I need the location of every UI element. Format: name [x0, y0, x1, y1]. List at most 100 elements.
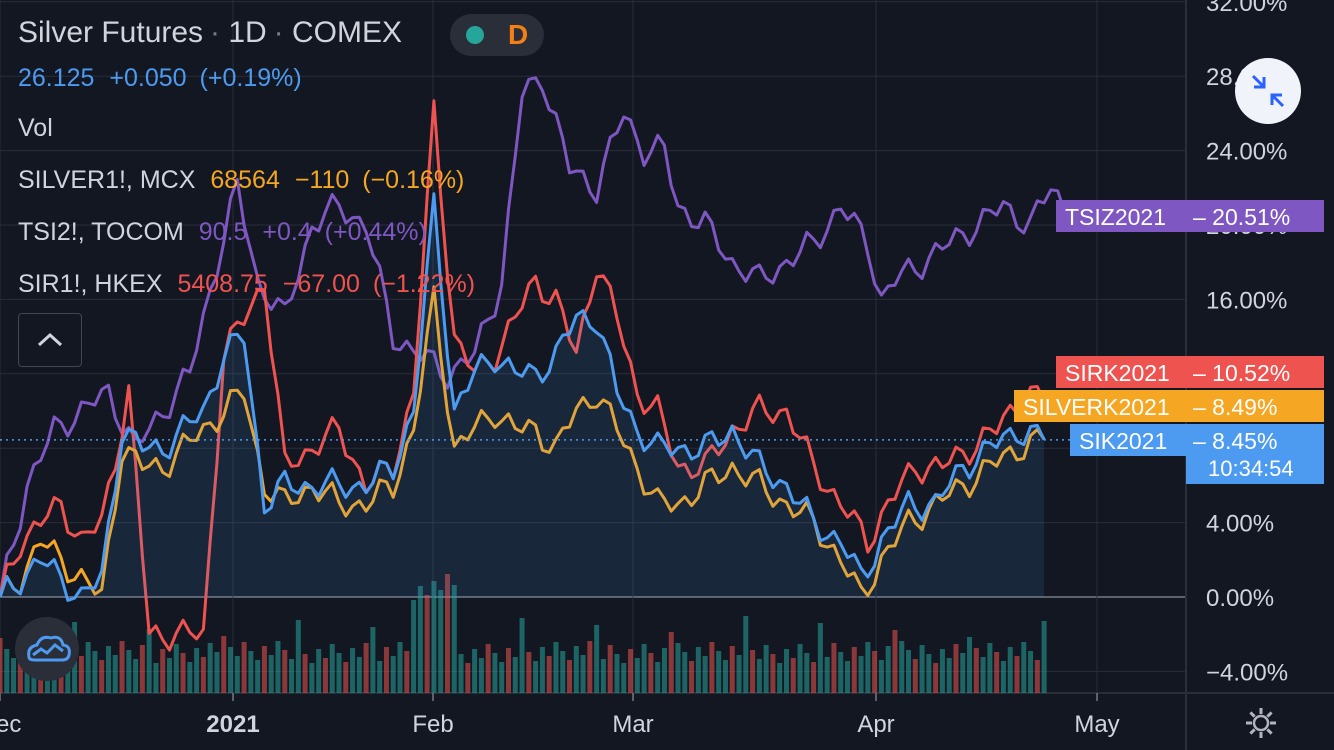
volume-bar — [126, 650, 132, 693]
series-line-silverk2021 — [0, 285, 1046, 598]
volume-bar — [824, 657, 830, 693]
volume-bar — [675, 643, 681, 693]
volume-bar — [478, 658, 484, 693]
volume-bar — [899, 641, 905, 693]
collapse-legend-button[interactable] — [18, 313, 82, 367]
volume-bar — [763, 645, 769, 693]
volume-bar — [465, 663, 471, 693]
series-value-tag — [1186, 356, 1324, 388]
volume-bar — [438, 590, 444, 693]
volume-bar — [99, 660, 105, 693]
market-open-dot-icon — [466, 26, 484, 44]
volume-bar — [356, 657, 362, 693]
volume-bar — [811, 662, 817, 693]
volume-bar — [146, 629, 152, 693]
volume-bar — [567, 660, 573, 693]
volume-bar — [289, 659, 295, 693]
series-value-tag — [1186, 200, 1324, 232]
volume-bar — [573, 646, 579, 693]
volume-bar — [614, 654, 620, 693]
price-change: +0.050 — [109, 64, 187, 92]
volume-bar — [560, 651, 566, 693]
series-value-label: – 8.45% — [1193, 428, 1277, 454]
volume-bar — [628, 649, 634, 693]
volume-bar — [512, 657, 518, 693]
market-status-badge[interactable]: D — [450, 14, 544, 56]
volume-bar — [444, 574, 450, 693]
volume-bar — [648, 653, 654, 693]
volume-legend[interactable]: Vol — [18, 114, 53, 142]
volume-bar — [472, 649, 478, 693]
volume-bar — [1034, 660, 1040, 693]
volume-bar — [722, 660, 728, 693]
series-name-tag — [1014, 390, 1186, 422]
volume-bar — [858, 656, 864, 693]
compare-legend-silver1[interactable]: SILVER1!, MCX 68564 −110 (−0.16%) — [18, 166, 465, 194]
series-name-label: SIK2021 — [1079, 428, 1167, 454]
volume-bar — [641, 644, 647, 693]
y-tick-label: −4.00% — [1206, 659, 1288, 686]
volume-bar — [655, 662, 661, 693]
tradingview-logo-button[interactable] — [15, 617, 79, 681]
volume-bar — [78, 656, 84, 693]
volume-bar — [926, 654, 932, 693]
x-tick-label: Mar — [612, 711, 653, 738]
volume-bar — [316, 649, 322, 693]
volume-bar — [987, 643, 993, 693]
main-series-area — [0, 193, 1045, 601]
volume-bar — [919, 645, 925, 693]
series-value-tag — [1186, 424, 1324, 484]
volume-bar — [777, 663, 783, 693]
volume-bar — [492, 653, 498, 693]
volume-bar — [668, 632, 674, 693]
series-name-tag — [1056, 356, 1186, 388]
volume-bar — [241, 642, 247, 693]
x-tick-label: Feb — [412, 711, 453, 738]
volume-bar — [350, 648, 356, 693]
time-axis[interactable]: Dec 2021 Feb Mar Apr May — [0, 693, 1120, 738]
volume-bar — [600, 659, 606, 693]
tradingview-cloud-icon — [27, 635, 71, 662]
exit-fullscreen-button[interactable] — [1235, 58, 1301, 124]
interval-label: 1D — [228, 16, 267, 49]
volume-bar — [133, 659, 139, 693]
volume-bar — [309, 663, 315, 693]
volume-bar — [634, 658, 640, 693]
volume-bar — [404, 651, 410, 693]
series-value-label: – 20.51% — [1193, 204, 1290, 230]
volume-bar — [1028, 651, 1034, 693]
volume-bar — [343, 662, 349, 693]
y-tick-label: 24.00% — [1206, 139, 1287, 166]
volume-bar — [1021, 642, 1027, 693]
volume-bar — [0, 638, 3, 693]
y-tick-label: 0.00% — [1206, 585, 1274, 612]
volume-bar — [458, 654, 464, 693]
compare-legend-sir1[interactable]: SIR1!, HKEX 5408.75 −67.00 (−1.22%) — [18, 270, 476, 298]
volume-bar — [194, 648, 200, 693]
volume-bar — [228, 647, 234, 693]
volume-bar — [729, 646, 735, 693]
volume-bar — [838, 652, 844, 693]
volume-bar — [689, 661, 695, 693]
volume-bar — [946, 658, 952, 693]
volume-bar — [939, 649, 945, 693]
volume-bar — [11, 658, 17, 693]
volume-bar — [499, 662, 505, 693]
chart-title[interactable]: Silver Futures · 1D · COMEX — [18, 16, 402, 49]
gear-icon[interactable] — [1243, 705, 1279, 741]
volume-bar — [322, 658, 328, 693]
volume-bar — [255, 660, 261, 693]
volume-bar — [980, 657, 986, 693]
volume-bar — [397, 642, 403, 693]
volume-bar — [553, 642, 559, 693]
volume-bar — [1014, 656, 1020, 693]
volume-bar — [533, 661, 539, 693]
compare-legend-tsi2[interactable]: TSI2!, TOCOM 90.5 +0.4 (+0.44%) — [18, 218, 427, 246]
volume-bar — [580, 655, 586, 693]
volume-bar — [390, 656, 396, 693]
interval-badge: D — [508, 19, 529, 50]
volume-bar — [173, 644, 179, 693]
volume-bar — [431, 581, 437, 693]
volume-bar — [770, 654, 776, 693]
